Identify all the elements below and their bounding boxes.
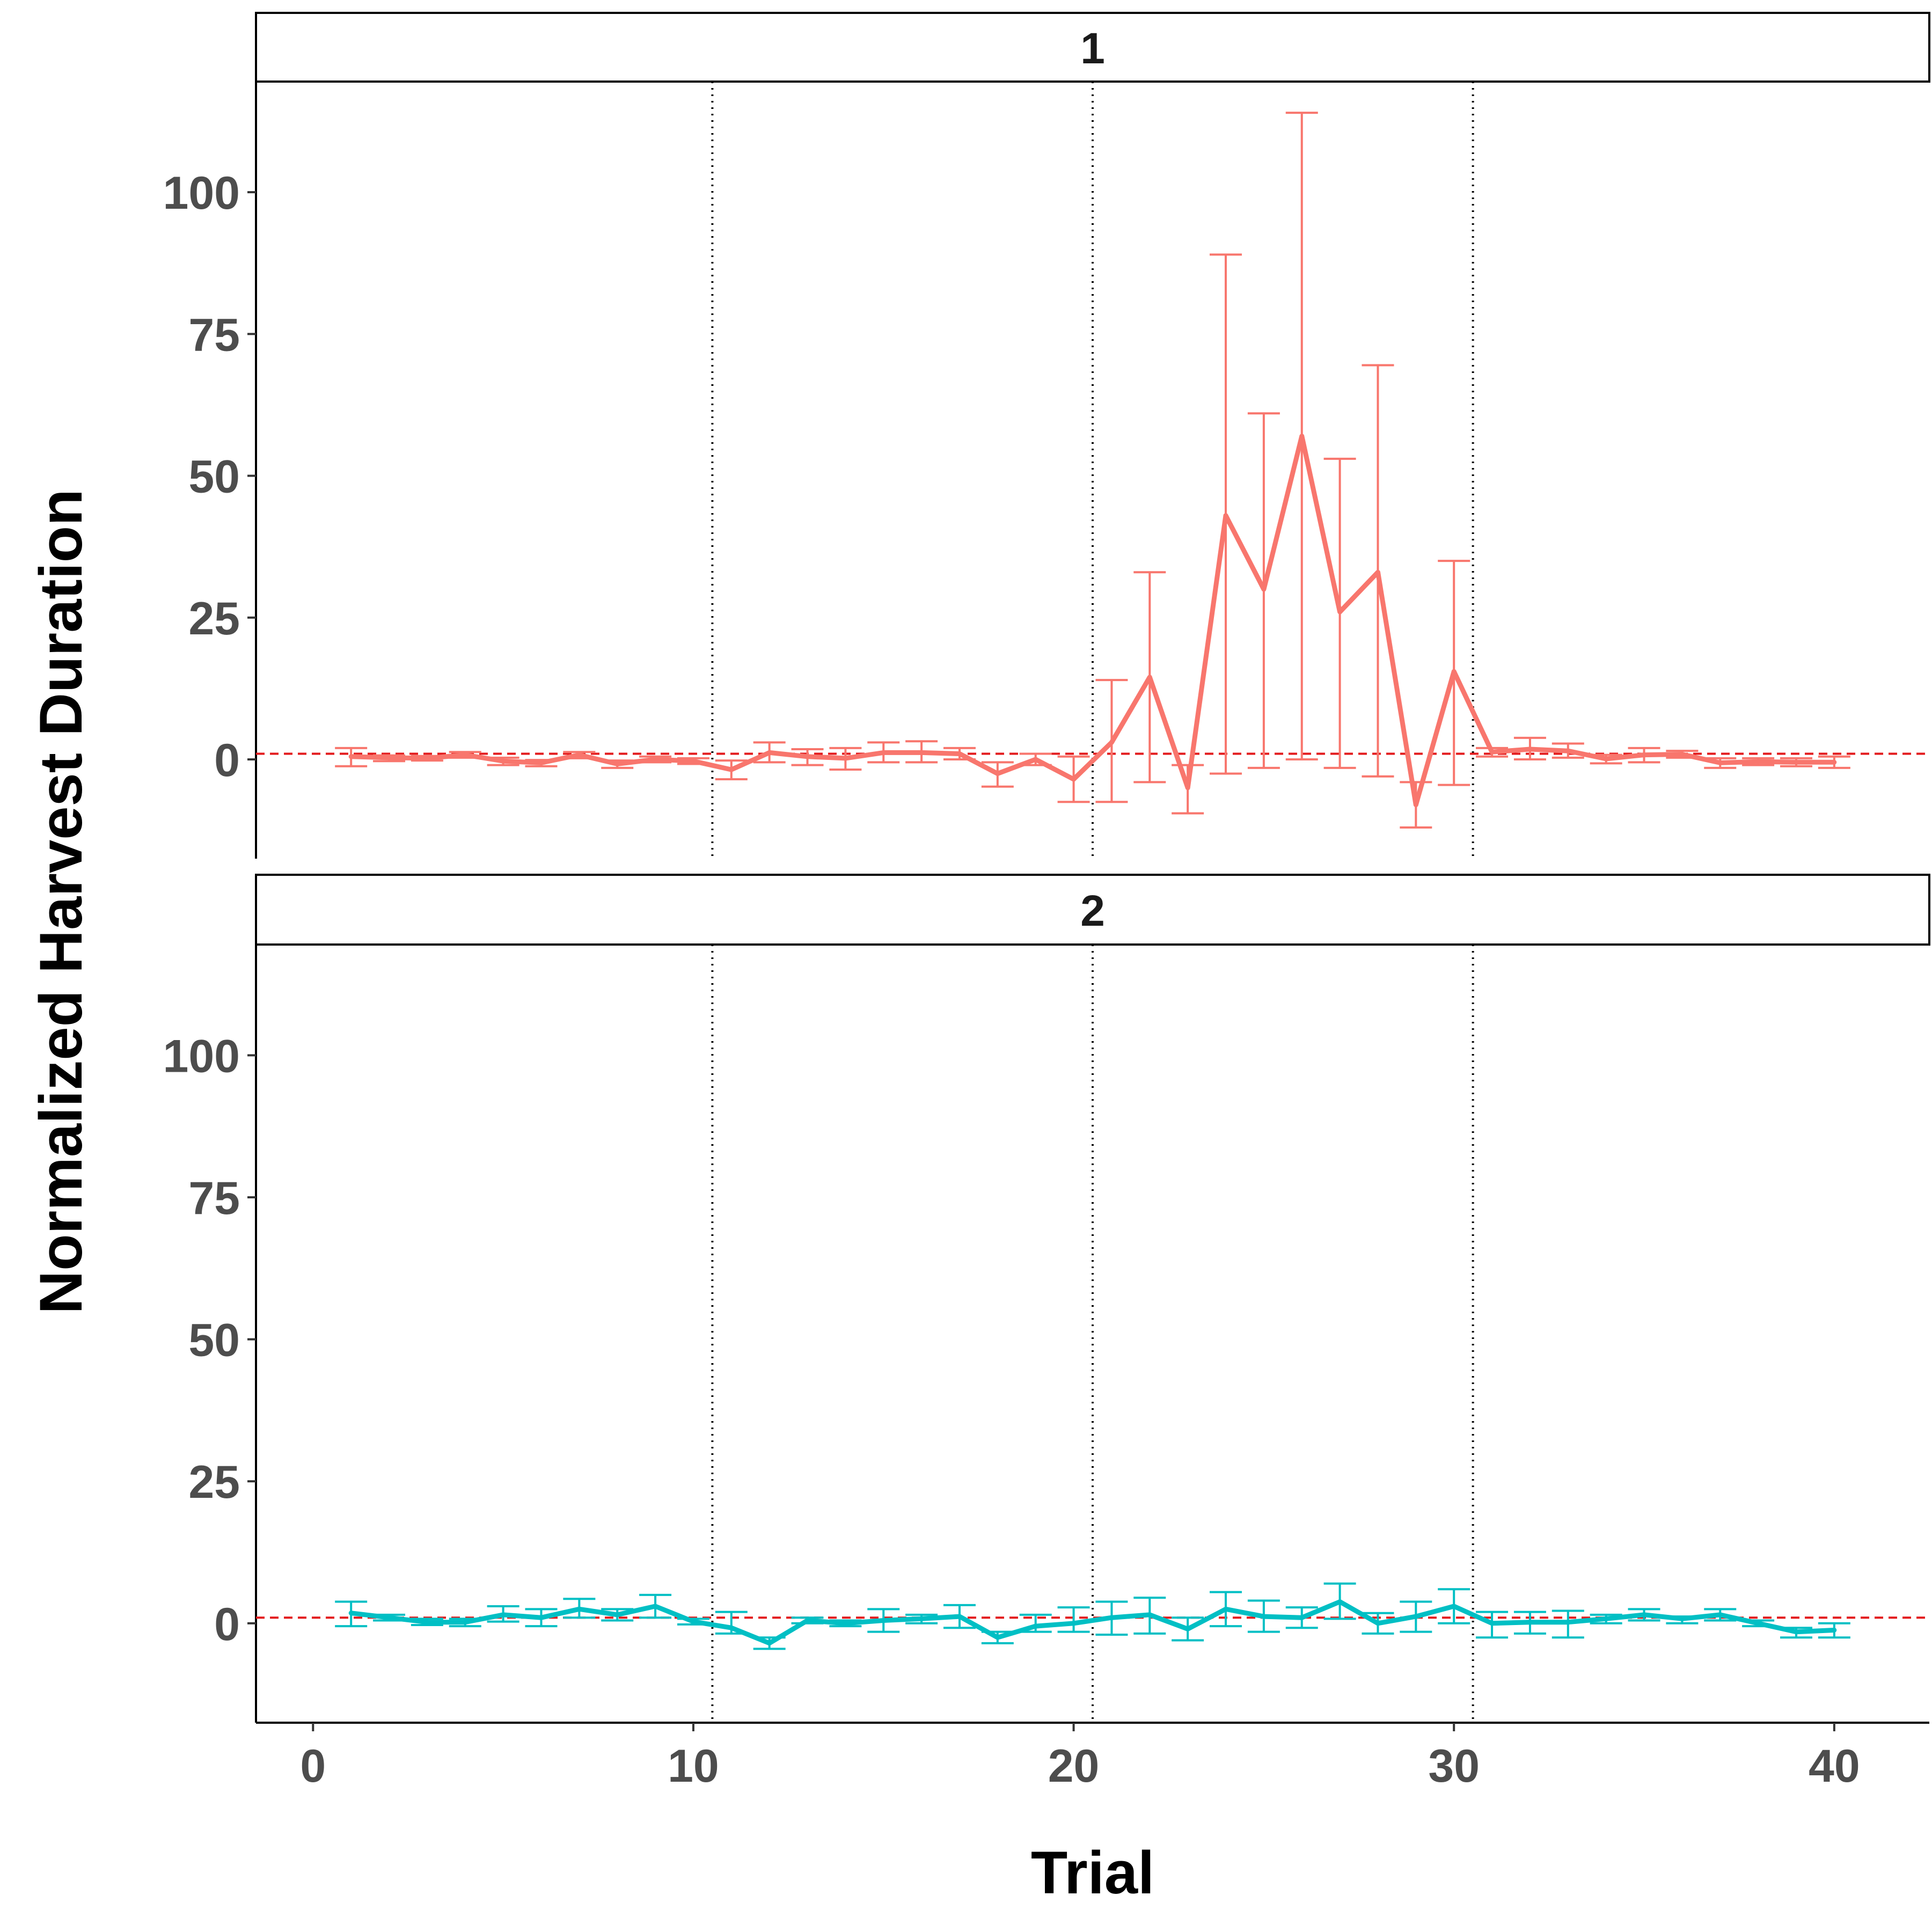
y-tick-label: 25 — [188, 593, 240, 645]
x-axis: 0 10 20 30 40 — [300, 1723, 1860, 1792]
panel-2: 2 0 25 50 75 100 — [163, 874, 1930, 1724]
x-tick-label: 30 — [1428, 1740, 1480, 1792]
panel-1: 1 0 25 50 75 100 — [163, 12, 1930, 859]
y-tick-label: 50 — [188, 451, 240, 503]
series-line-1 — [348, 434, 1837, 808]
x-tick-label: 0 — [300, 1740, 326, 1792]
x-tick-label: 40 — [1809, 1740, 1860, 1792]
panel-strip-label: 2 — [1080, 887, 1105, 935]
y-tick-label: 0 — [214, 1599, 240, 1650]
y-tick-label: 75 — [188, 1173, 240, 1224]
x-tick-label: 20 — [1048, 1740, 1100, 1792]
panels-layer: 1 0 25 50 75 100 2 0 25 50 75 100 — [163, 12, 1930, 1724]
y-tick-label: 100 — [163, 167, 240, 219]
y-tick-label: 25 — [188, 1457, 240, 1508]
y-tick-label: 50 — [188, 1315, 240, 1366]
series-line-2 — [348, 1599, 1837, 1646]
panel-strip — [255, 12, 1930, 83]
x-tick-label: 10 — [668, 1740, 719, 1792]
y-tick-label: 100 — [163, 1030, 240, 1082]
panel-strip — [255, 874, 1930, 946]
x-axis-title: Trial — [1031, 1839, 1154, 1906]
y-tick-label: 75 — [188, 309, 240, 361]
panel-strip-label: 1 — [1080, 24, 1105, 73]
y-tick-label: 0 — [214, 735, 240, 786]
y-axis-title: Normalized Harvest Duration — [27, 489, 94, 1314]
